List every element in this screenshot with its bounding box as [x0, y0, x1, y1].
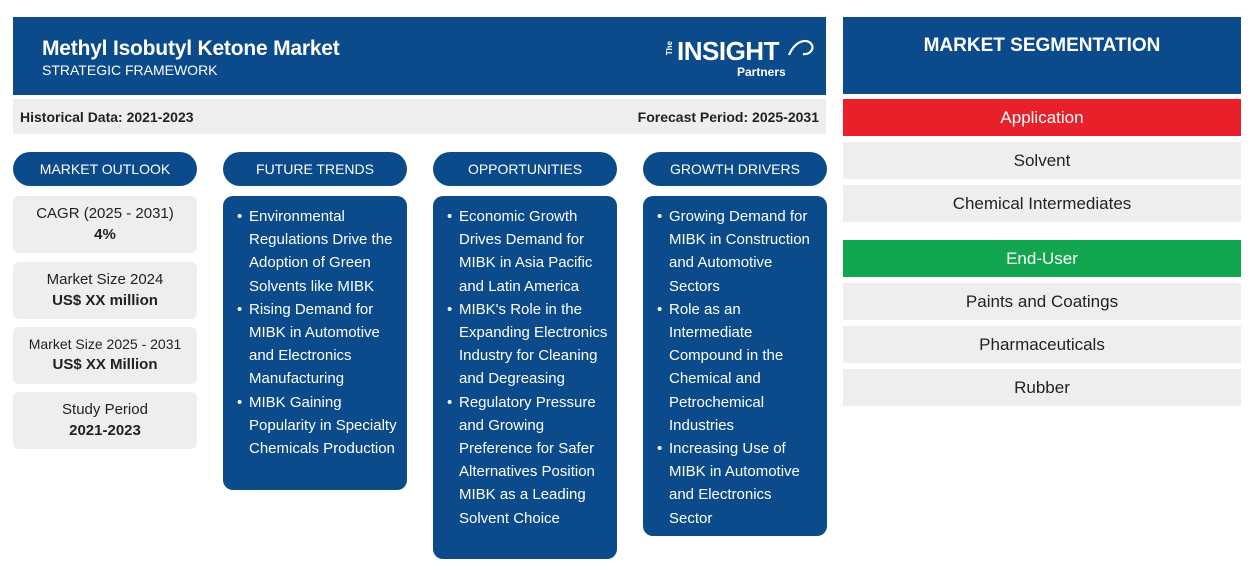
segment-category-end-user: End-User — [843, 240, 1241, 277]
historical-data-label: Historical Data: 2021-2023 — [20, 109, 194, 125]
growth-drivers-list: Growing Demand for MIBK in Construction … — [657, 205, 819, 530]
stat-card-market-size-forecast: Market Size 2025 - 2031 US$ XX Million — [13, 327, 197, 384]
stat-label: Study Period — [62, 401, 148, 418]
forecast-period-label: Forecast Period: 2025-2031 — [637, 109, 819, 125]
market-segmentation-header: MARKET SEGMENTATION — [843, 17, 1241, 94]
segment-item-rubber: Rubber — [843, 369, 1241, 406]
opportunities-list: Economic Growth Drives Demand for MIBK i… — [447, 205, 609, 530]
stat-card-study-period: Study Period 2021-2023 — [13, 392, 197, 449]
stat-value: US$ XX Million — [52, 356, 158, 373]
stat-card-market-size-2024: Market Size 2024 US$ XX million — [13, 262, 197, 319]
segment-item-paints-and-coatings: Paints and Coatings — [843, 283, 1241, 320]
opportunities-header: OPPORTUNITIES — [433, 152, 617, 186]
report-title: Methyl Isobutyl Ketone Market — [42, 37, 340, 60]
stat-value: US$ XX million — [52, 292, 158, 309]
stat-value: 2021-2023 — [69, 422, 141, 439]
future-trends-panel: Environmental Regulations Drive the Adop… — [223, 196, 407, 490]
list-item: Regulatory Pressure and Growing Preferen… — [447, 391, 609, 530]
period-info-bar: Historical Data: 2021-2023 Forecast Peri… — [13, 99, 826, 134]
logo-partners-text: Partners — [737, 65, 786, 79]
report-header: Methyl Isobutyl Ketone Market STRATEGIC … — [13, 17, 826, 95]
segment-item-chemical-intermediates: Chemical Intermediates — [843, 185, 1241, 222]
stat-label: Market Size 2025 - 2031 — [28, 336, 182, 352]
stat-card-cagr: CAGR (2025 - 2031) 4% — [13, 196, 197, 253]
segment-category-application: Application — [843, 99, 1241, 136]
stat-label: Market Size 2024 — [46, 271, 164, 288]
growth-drivers-header: GROWTH DRIVERS — [643, 152, 827, 186]
list-item: Economic Growth Drives Demand for MIBK i… — [447, 205, 609, 298]
report-subtitle: STRATEGIC FRAMEWORK — [42, 62, 218, 78]
list-item: Role as an Intermediate Compound in the … — [657, 298, 819, 437]
list-item: Growing Demand for MIBK in Construction … — [657, 205, 819, 298]
logo-the-text: The — [665, 41, 674, 56]
logo-insight-text: INSIGHT — [677, 36, 779, 66]
insight-partners-logo: The INSIGHT Partners — [665, 33, 814, 83]
list-item: Increasing Use of MIBK in Automotive and… — [657, 437, 819, 530]
stat-value: 4% — [94, 226, 116, 243]
market-outlook-header: MARKET OUTLOOK — [13, 152, 197, 186]
list-item: Rising Demand for MIBK in Automotive and… — [237, 298, 399, 391]
opportunities-panel: Economic Growth Drives Demand for MIBK i… — [433, 196, 617, 559]
segment-item-solvent: Solvent — [843, 142, 1241, 179]
list-item: MIBK's Role in the Expanding Electronics… — [447, 298, 609, 391]
list-item: Environmental Regulations Drive the Adop… — [237, 205, 399, 298]
stat-label: CAGR (2025 - 2031) — [36, 205, 174, 222]
growth-drivers-panel: Growing Demand for MIBK in Construction … — [643, 196, 827, 536]
segment-item-pharmaceuticals: Pharmaceuticals — [843, 326, 1241, 363]
future-trends-list: Environmental Regulations Drive the Adop… — [237, 205, 399, 460]
logo-swoosh-icon — [787, 39, 814, 56]
list-item: MIBK Gaining Popularity in Specialty Che… — [237, 391, 399, 461]
future-trends-header: FUTURE TRENDS — [223, 152, 407, 186]
